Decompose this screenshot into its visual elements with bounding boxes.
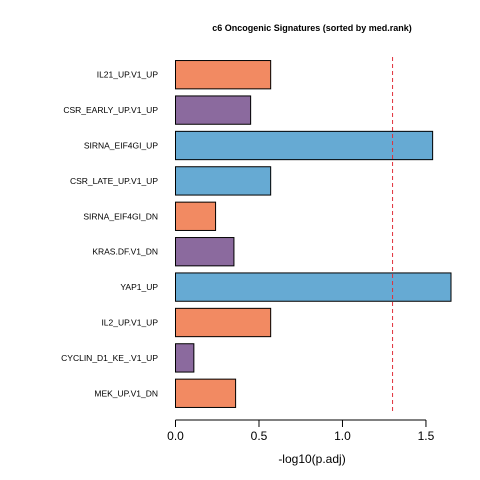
category-label: CYCLIN_D1_KE_.V1_UP [61,353,158,363]
bars-group [175,60,452,408]
bar [175,60,272,90]
bar [175,378,237,408]
x-axis: 0.0 0.5 1.0 1.5 [167,419,435,443]
category-label: MEK_UP.V1_DN [94,388,158,398]
bar [175,272,452,302]
x-tick-label: 1.5 [418,429,435,443]
category-label: IL2_UP.V1_UP [101,318,158,328]
bar [175,343,195,373]
bar [175,201,217,231]
category-label: YAP1_UP [120,282,158,292]
bar [175,307,272,338]
x-tick-label: 0.5 [251,429,268,443]
bar [175,95,252,125]
bar [175,130,434,161]
x-axis-label: -log10(p.adj) [278,452,345,466]
x-tick-label: 0.0 [167,429,184,443]
category-label: SIRNA_EIF4GI_UP [84,141,158,151]
bar [175,166,272,196]
bar [175,237,235,267]
category-label: CSR_EARLY_UP.V1_UP [63,105,158,115]
category-label: IL21_UP.V1_UP [97,70,159,80]
category-labels: IL21_UP.V1_UP CSR_EARLY_UP.V1_UP SIRNA_EIF… [61,70,158,399]
category-label: CSR_LATE_UP.V1_UP [70,176,158,186]
x-tick-label: 1.0 [334,429,351,443]
category-label: SIRNA_EIF4GI_DN [83,211,158,221]
chart-title: c6 Oncogenic Signatures (sorted by med.r… [212,23,412,33]
category-label: KRAS.DF.V1_DN [92,247,158,257]
